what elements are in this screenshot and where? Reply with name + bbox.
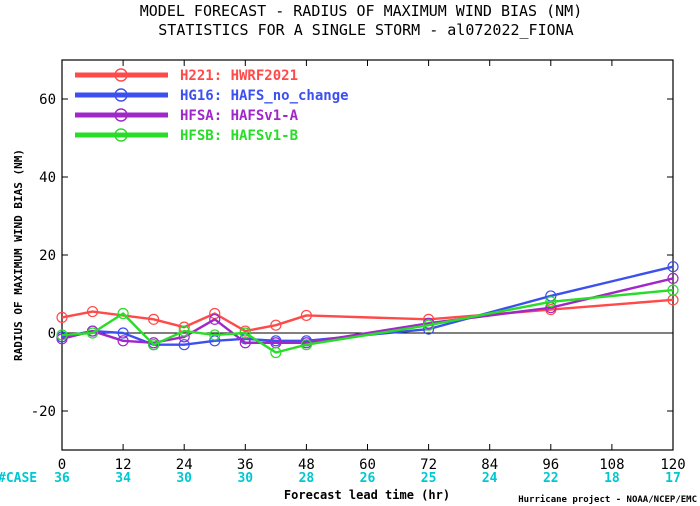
data-point	[86, 305, 99, 318]
y-axis: -20 0 20 40 60	[31, 92, 673, 420]
case-count: 22	[543, 471, 559, 486]
case-count: 36	[54, 471, 70, 486]
legend-label: HFSA: HAFSv1-A	[180, 108, 299, 124]
legend-marker	[114, 88, 128, 102]
data-point	[667, 284, 679, 296]
data-point	[178, 325, 190, 337]
x-tick-label: 120	[660, 457, 685, 473]
data-point	[178, 339, 190, 351]
legend-marker	[114, 108, 128, 122]
data-point	[209, 329, 221, 341]
legend-label: H221: HWRF2021	[180, 68, 298, 84]
x-tick-label: 12	[115, 457, 132, 473]
series-group	[56, 261, 679, 359]
x-tick-label: 108	[599, 457, 624, 473]
plot-frame	[61, 59, 674, 451]
data-point	[56, 311, 68, 323]
case-count: 24	[482, 471, 498, 486]
x-axis-label: Forecast lead time (hr)	[284, 488, 450, 502]
case-header: #CASE	[0, 471, 37, 486]
case-count: 34	[115, 471, 131, 486]
legend-label: HG16: HAFS_no_change	[180, 88, 349, 104]
x-tick-label: 60	[359, 457, 376, 473]
case-count: 28	[299, 471, 315, 486]
y-tick-label: 60	[39, 92, 56, 108]
legend-label: HFSB: HAFSv1-B	[180, 128, 298, 144]
data-point	[667, 272, 679, 284]
data-point	[86, 327, 99, 339]
data-point	[117, 307, 129, 320]
x-tick-label: 48	[298, 457, 315, 473]
x-tick-label: 96	[542, 457, 559, 473]
chart-title: MODEL FORECAST - RADIUS OF MAXIMUM WIND …	[140, 2, 583, 20]
case-counts: #CASE 36 34 30 30 28 26 25 24 22 18 17	[0, 471, 681, 486]
data-point	[239, 327, 251, 339]
case-count: 30	[237, 471, 253, 486]
legend-marker	[114, 68, 128, 82]
data-point	[270, 346, 282, 359]
series-1	[56, 294, 679, 337]
x-tick-label: 0	[58, 457, 66, 473]
case-count: 17	[665, 471, 681, 486]
series-line	[61, 288, 674, 354]
series-3	[56, 272, 679, 349]
chart-subtitle: STATISTICS FOR A SINGLE STORM - al072022…	[158, 21, 573, 39]
data-point	[148, 339, 160, 351]
data-point	[300, 339, 312, 351]
y-tick-label: 40	[39, 170, 56, 186]
x-tick-label: 84	[481, 457, 498, 473]
data-point	[545, 296, 557, 308]
y-tick-label: 20	[39, 248, 56, 264]
x-tick-label: 72	[420, 457, 437, 473]
legend: H221: HWRF2021 HG16: HAFS_no_change HFSA: …	[75, 68, 349, 144]
x-tick-label: 24	[176, 457, 193, 473]
data-point	[117, 327, 129, 339]
case-count: 26	[360, 471, 376, 486]
data-point	[300, 309, 312, 322]
legend-marker	[114, 128, 128, 142]
series-4	[56, 284, 679, 359]
plot-area	[61, 59, 674, 451]
series-line	[61, 298, 674, 333]
data-point	[209, 313, 221, 325]
data-point	[667, 261, 679, 273]
case-count: 25	[421, 471, 437, 486]
credit-text: Hurricane project - NOAA/NCEP/EMC	[518, 494, 697, 505]
case-count: 30	[176, 471, 192, 486]
data-point	[117, 335, 129, 347]
case-count: 18	[604, 471, 620, 486]
data-point	[56, 329, 68, 341]
x-axis: 0 12 24 36 48 60 72 84 96 108 120	[58, 60, 686, 473]
data-point	[148, 313, 160, 325]
y-tick-label: -20	[31, 404, 56, 420]
y-tick-label: 0	[48, 326, 56, 342]
x-tick-label: 36	[237, 457, 254, 473]
y-axis-label: RADIUS OF MAXIMUM WIND BIAS (NM)	[12, 149, 25, 361]
data-point	[423, 319, 435, 331]
data-point	[270, 319, 282, 331]
